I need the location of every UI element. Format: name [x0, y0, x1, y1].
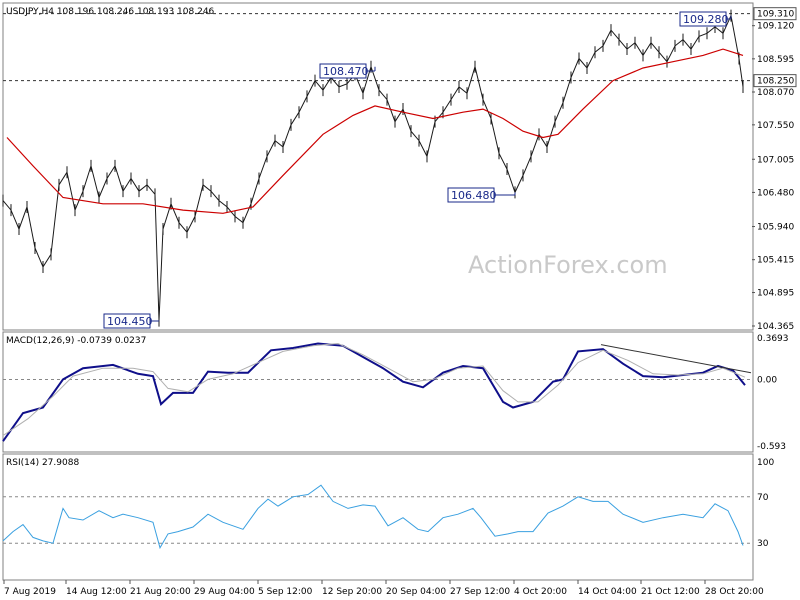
annotation-box: [103, 313, 151, 329]
x-tick-label: 20 Sep 04:00: [386, 587, 446, 597]
price-pane-title: USDJPY,H4 108.196 108.246 108.193 108.24…: [6, 7, 215, 17]
annotation-label: 106.480: [451, 189, 497, 202]
x-tick-label: 28 Oct 20:00: [705, 587, 764, 597]
price-level-tag: [753, 7, 797, 21]
macd-signal-line: [2, 342, 746, 437]
rsi-series-layer: [2, 484, 752, 550]
x-tick-label: 21 Aug 20:00: [130, 587, 191, 597]
price-y-tick-label: 109.120: [757, 22, 794, 32]
price-y-tick-label: 108.595: [757, 55, 794, 65]
price-level-tag-text: 109.310: [757, 10, 794, 20]
x-tick-label: 12 Sep 20:00: [322, 587, 382, 597]
macd-y-tick-label: 0.00: [757, 375, 777, 385]
macd-y-tick-label: -0.593: [757, 442, 786, 452]
annotation-label: 104.450: [107, 315, 153, 328]
macd-line: [2, 342, 746, 442]
macd-trendline: [600, 344, 752, 374]
price-series-layer: 109.280 108.470 106.480 104.450: [2, 9, 752, 329]
x-tick-label: 14 Aug 12:00: [66, 587, 127, 597]
x-tick-label: 14 Oct 04:00: [578, 587, 637, 597]
annotation-box: [447, 187, 495, 203]
rsi-line: [2, 484, 744, 550]
rsi-y-tick-label: 70: [757, 493, 769, 503]
rsi-pane-title: RSI(14) 27.9088: [6, 458, 79, 468]
price-y-tick-label: 107.005: [757, 155, 794, 165]
annotation-box: [319, 63, 367, 79]
axis-labels-layer: 109.310 108.250 109.120 108.595 108.070 107.5…: [3, 7, 797, 597]
price-level-tag: [753, 74, 797, 88]
rsi-y-tick-label: 100: [757, 458, 774, 468]
price-y-tick-label: 107.550: [757, 121, 794, 131]
price-level-tag-text: 108.250: [757, 77, 794, 87]
annotation-label: 109.280: [683, 13, 729, 26]
x-tick-label: 29 Aug 04:00: [194, 587, 255, 597]
x-tick-label: 21 Oct 12:00: [641, 587, 700, 597]
annotation-label: 108.470: [323, 65, 369, 78]
price-y-tick-label: 104.365: [757, 322, 794, 332]
moving-average-line: [6, 48, 744, 214]
x-tick-label: 7 Aug 2019: [4, 587, 56, 597]
price-y-tick-label: 106.480: [757, 188, 794, 198]
rsi-y-tick-label: 30: [757, 539, 769, 549]
price-y-tick-label: 108.070: [757, 88, 794, 98]
x-tick-label: 27 Sep 12:00: [450, 587, 510, 597]
price-y-tick-label: 104.895: [757, 289, 794, 299]
price-y-tick-label: 105.940: [757, 223, 794, 233]
x-tick-label: 4 Oct 20:00: [514, 587, 567, 597]
rsi-pane-frame: [2, 453, 754, 581]
price-y-tick-label: 105.415: [757, 256, 794, 266]
price-pane-frame: [2, 2, 754, 331]
macd-y-tick-label: 0.3693: [757, 334, 789, 344]
x-tick-label: 5 Sep 12:00: [258, 587, 313, 597]
macd-pane-title: MACD(12,26,9) -0.0739 0.0237: [6, 336, 146, 346]
macd-series-layer: [2, 342, 752, 442]
annotation-box: [679, 11, 727, 27]
macd-pane-frame: [2, 331, 754, 453]
watermark: ActionForex.com: [468, 251, 668, 279]
